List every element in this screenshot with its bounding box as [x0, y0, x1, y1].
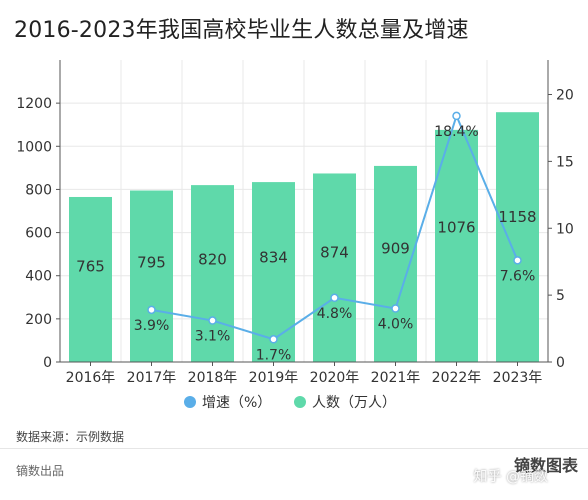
y-left-tick-label: 400 [25, 269, 52, 285]
bar-value-label: 834 [259, 249, 288, 267]
y-left-tick-label: 0 [43, 355, 52, 371]
legend-count-icon [294, 396, 306, 408]
y-right-tick-label: 10 [556, 221, 574, 237]
bar-value-label: 1076 [437, 218, 475, 236]
y-left-tick-label: 1000 [16, 139, 52, 155]
growth-value-label: 18.4% [434, 124, 478, 140]
x-tick-label: 2022年 [432, 370, 482, 386]
growth-line-series [147, 111, 522, 344]
bar [191, 185, 234, 362]
bar-value-label: 1158 [498, 208, 536, 226]
bar [252, 182, 295, 362]
y-right-tick-label: 20 [556, 88, 574, 104]
x-tick-label: 2023年 [493, 370, 543, 386]
watermark: 知乎 @镝数 [473, 469, 548, 485]
legend-label: 人数（万人） [312, 395, 396, 411]
bar [435, 129, 478, 362]
y-left-tick-label: 600 [25, 226, 52, 242]
y-right-tick-label: 5 [556, 288, 565, 304]
x-tick-label: 2016年 [66, 370, 116, 386]
x-tick-label: 2017年 [127, 370, 177, 386]
bar-series [69, 112, 539, 363]
y-left-tick-label: 800 [25, 182, 52, 198]
growth-point [452, 111, 461, 121]
brand-text: 镝数出品 [16, 464, 65, 478]
x-tick-label: 2020年 [310, 370, 360, 386]
bar [496, 112, 539, 363]
x-tick-label: 2019年 [249, 370, 299, 386]
bar [130, 190, 173, 362]
bar-value-label: 765 [76, 257, 105, 275]
bar-value-label: 795 [137, 254, 166, 272]
growth-point [513, 256, 522, 265]
growth-point [208, 316, 217, 325]
legend-growth-icon [184, 396, 196, 408]
y-right-tick-label: 0 [556, 355, 565, 371]
footer-divider [0, 448, 588, 449]
growth-value-label: 3.9% [134, 318, 170, 334]
growth-value-label: 1.7% [256, 347, 292, 363]
x-tick-label: 2021年 [371, 370, 421, 386]
legend-label: 增速（%） [202, 395, 271, 411]
axes: 0 200 400 600 800 1000 1200 0 5 10 15 20 2016年 2017年 2… [16, 60, 574, 386]
logo: 镝数图表 [513, 456, 578, 475]
chart-title: 2016-2023年我国高校毕业生人数总量及增速 [14, 18, 469, 43]
growth-value-label: 7.6% [500, 268, 536, 284]
bar-value-label: 820 [198, 250, 227, 268]
bar [313, 173, 356, 362]
bar-value-label: 874 [320, 244, 349, 262]
y-right-tick-label: 15 [556, 154, 574, 170]
growth-point [147, 305, 156, 315]
growth-point [391, 304, 400, 313]
x-tick-label: 2018年 [188, 370, 238, 386]
y-left-tick-label: 1200 [16, 96, 52, 112]
legend: 增速（%） 人数（万人） [184, 395, 396, 411]
y-left-tick-label: 200 [25, 312, 52, 328]
bar [69, 196, 112, 362]
growth-point [330, 293, 339, 303]
growth-value-label: 3.1% [195, 329, 231, 345]
data-labels: 765 795 820 834 874 909 1076 1158 3.9% 3.1% 1.7% 4.… [76, 124, 536, 363]
growth-value-label: 4.8% [317, 306, 353, 322]
growth-point [269, 335, 278, 344]
bar-value-label: 909 [381, 239, 410, 257]
chart: 0 200 400 600 800 1000 1200 0 5 10 15 20 2016年 2017年 2… [16, 60, 574, 411]
growth-value-label: 4.0% [378, 317, 414, 333]
data-source-note: 数据来源：示例数据 [16, 430, 125, 444]
